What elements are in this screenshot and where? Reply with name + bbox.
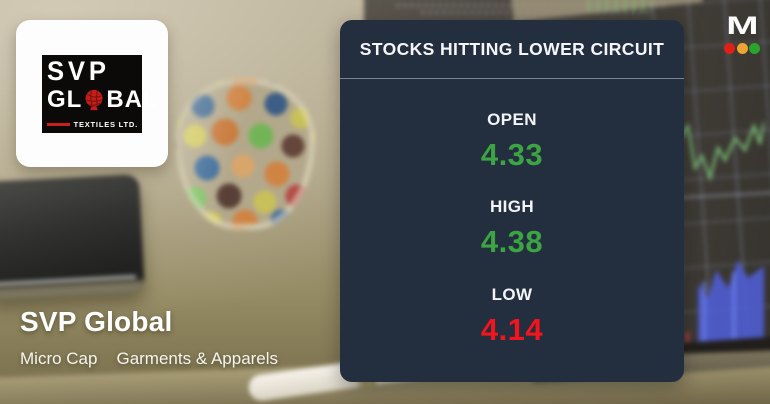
stat-value: 4.38: [480, 224, 544, 259]
candlestick-marks: [588, 0, 652, 12]
candy-jar: [175, 78, 315, 230]
stat-low: LOW 4.14: [340, 285, 684, 348]
logo-text-suffix: BAL: [106, 85, 159, 113]
green-dot-icon: [749, 43, 760, 54]
brand-watermark: M: [722, 12, 762, 54]
logo-red-rule: [47, 122, 70, 126]
stat-label: LOW: [491, 284, 533, 304]
company-meta: Micro Cap Garments & Apparels: [20, 349, 278, 369]
market-cap-label: Micro Cap: [20, 349, 98, 368]
logo-tagline: TEXTILES LTD.: [73, 119, 138, 129]
company-logo-card: SVP GL BAL TEXTILES LTD.: [16, 20, 168, 167]
red-dot-icon: [724, 43, 735, 54]
stat-high: HIGH 4.38: [340, 197, 684, 260]
company-caption: SVP Global Micro Cap Garments & Apparels: [20, 306, 278, 369]
amber-dot-icon: [736, 43, 748, 54]
logo-text-prefix: GL: [47, 85, 83, 113]
panel-body: OPEN 4.33 HIGH 4.38 LOW 4.14: [340, 79, 684, 382]
stat-label: HIGH: [489, 197, 535, 216]
logo-text-line1: SVP: [47, 55, 110, 86]
stat-value: 4.33: [480, 136, 544, 172]
watermark-dots: [724, 43, 760, 54]
stat-value: 4.14: [480, 311, 544, 347]
watermark-letter: M: [725, 12, 759, 40]
sector-label: Garments & Apparels: [116, 349, 279, 368]
panel-title: STOCKS HITTING LOWER CIRCUIT: [340, 20, 684, 79]
svp-global-logo: SVP GL BAL TEXTILES LTD.: [42, 54, 158, 133]
stat-label: OPEN: [487, 109, 537, 129]
logo-tagline-row: TEXTILES LTD.: [47, 120, 138, 129]
yarn-ball-icon: [85, 89, 103, 111]
logo-text-line2: GL BAL: [47, 85, 158, 113]
company-name: SVP Global: [20, 306, 173, 337]
stats-panel: STOCKS HITTING LOWER CIRCUIT OPEN 4.33 H…: [340, 20, 684, 382]
stat-open: OPEN 4.33: [340, 110, 684, 173]
